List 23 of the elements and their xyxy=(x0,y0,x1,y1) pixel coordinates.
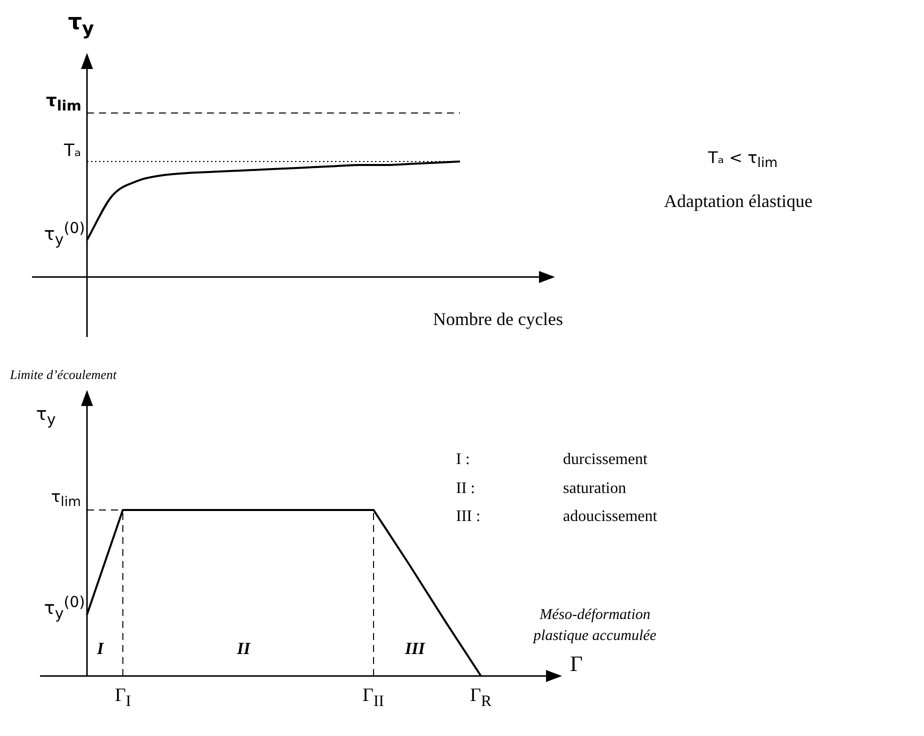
annotation: I xyxy=(97,639,104,658)
ref-line-label: Tₐ xyxy=(64,141,82,162)
text: Limite d’écoulement xyxy=(10,367,116,382)
text: Tₐ < τ$_{lim}$ xyxy=(708,148,778,172)
x-axis-title: Γ xyxy=(570,651,583,676)
text: durcissement xyxy=(563,451,648,468)
x-axis-title: Nombre de cycles xyxy=(433,309,563,329)
annotation: III : xyxy=(456,508,480,525)
text: Adaptation élastique xyxy=(664,191,812,211)
x-tick-label: Γ$_{R}$ xyxy=(470,685,492,710)
ref-line-label: τ$_{lim}$ xyxy=(46,90,82,114)
y-axis-title: τ$_{y}$ xyxy=(68,10,94,40)
annotation: II xyxy=(237,639,250,658)
text: adoucissement xyxy=(563,508,658,525)
text: II : xyxy=(456,480,476,497)
y-axis-title: τ$_{y}$ xyxy=(36,404,56,429)
text: Méso-déformation plastique accumulée xyxy=(532,606,658,646)
x-tick-label: Γ$_{I}$ xyxy=(114,685,132,710)
annotation: III xyxy=(405,639,425,658)
x-tick-label: Γ$_{II}$ xyxy=(362,685,384,710)
text: saturation xyxy=(563,480,626,497)
ref-line-label: τ$_{lim}$ xyxy=(51,487,82,511)
text: I : xyxy=(456,451,470,468)
